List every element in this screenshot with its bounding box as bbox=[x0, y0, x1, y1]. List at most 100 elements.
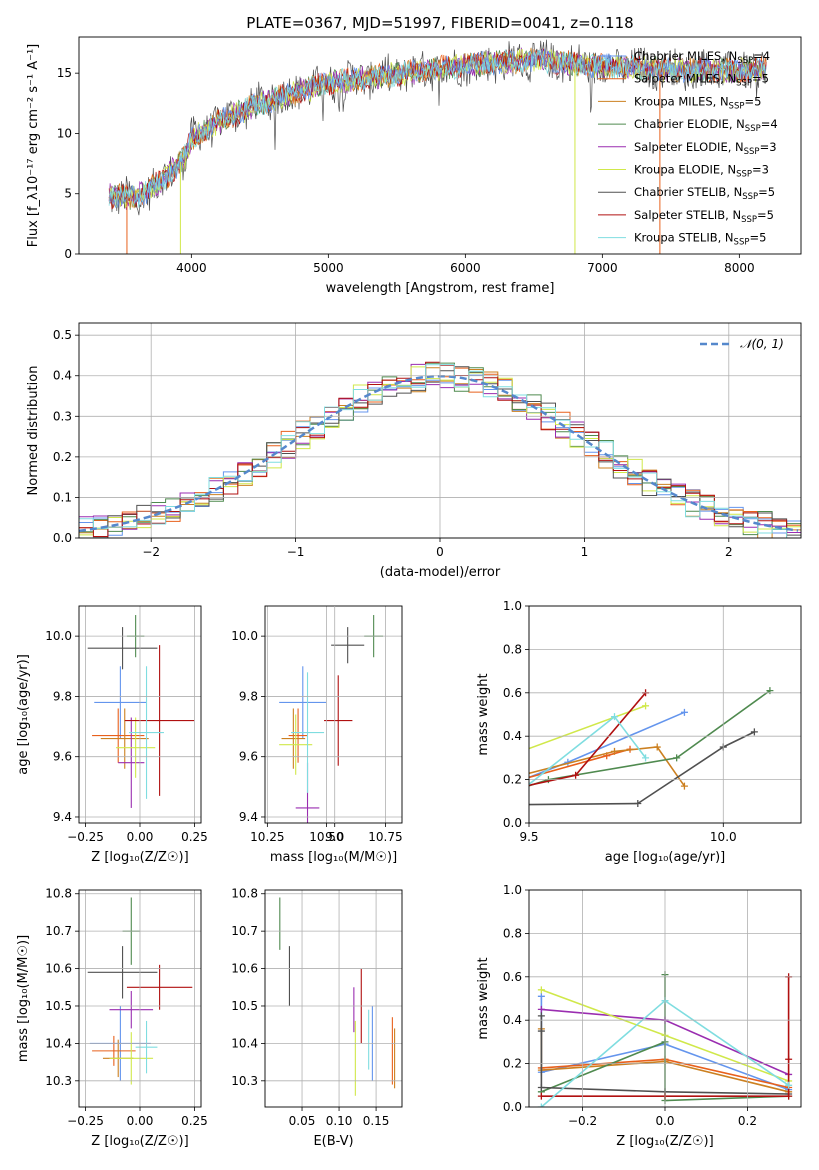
x-tick-label: 9.0 bbox=[325, 830, 344, 844]
y-axis-label: mass weight bbox=[476, 957, 491, 1039]
legend-subscript: SSP bbox=[742, 192, 758, 202]
series-point bbox=[642, 754, 650, 762]
legend-tail: =3 bbox=[760, 140, 777, 154]
legend-entry: Chabrier ELODIE, NSSP=4 bbox=[634, 117, 778, 134]
series-point bbox=[351, 800, 358, 807]
series-line bbox=[529, 711, 685, 779]
legend-tail: =4 bbox=[753, 49, 770, 63]
legend-text: Chabrier MILES, N bbox=[634, 49, 737, 63]
y-tick-label: 10.5 bbox=[45, 999, 72, 1013]
y-tick-label: 0 bbox=[64, 247, 72, 261]
legend-text: Salpeter STELIB, N bbox=[634, 208, 741, 222]
series-point bbox=[642, 702, 650, 710]
x-tick-label: 10.50 bbox=[309, 830, 343, 844]
series-point bbox=[537, 1027, 545, 1035]
y-tick-label: 0.4 bbox=[503, 1013, 522, 1027]
x-axis-label: wavelength [Angstrom, rest frame] bbox=[326, 281, 555, 296]
x-tick-label: 0 bbox=[436, 545, 444, 559]
series-line bbox=[529, 705, 646, 750]
y-tick-label: 5 bbox=[64, 187, 72, 201]
x-tick-label: 0.25 bbox=[181, 830, 208, 844]
legend-tail: =3 bbox=[752, 163, 769, 177]
errorbar-chabrier-stelib bbox=[331, 627, 365, 664]
y-tick-label: 9.4 bbox=[53, 810, 72, 824]
series-point bbox=[312, 793, 319, 800]
x-axis-label: (data-model)/error bbox=[380, 565, 501, 580]
legend-entry: Chabrier MILES, NSSP=4 bbox=[634, 49, 770, 66]
x-tick-label: 0.2 bbox=[738, 1114, 757, 1128]
y-tick-label: 10.6 bbox=[45, 962, 72, 976]
y-tick-label: 0.2 bbox=[503, 1057, 522, 1071]
x-tick-label: 4000 bbox=[176, 261, 207, 275]
series-point bbox=[673, 754, 681, 762]
plot-area bbox=[279, 897, 396, 1096]
y-tick-label: 1.0 bbox=[503, 883, 522, 897]
y-tick-label: 9.6 bbox=[239, 750, 258, 764]
x-tick-label: 0.00 bbox=[127, 830, 154, 844]
series-point bbox=[610, 747, 618, 755]
y-tick-label: 0.2 bbox=[53, 450, 72, 464]
legend-tail: =5 bbox=[749, 231, 766, 245]
y-tick-label: 0.6 bbox=[503, 686, 522, 700]
series-point bbox=[537, 1103, 545, 1107]
legend-text: Salpeter MILES, N bbox=[634, 72, 736, 86]
x-tick-label: 10.0 bbox=[710, 830, 737, 844]
errorbar-kroupa-stelib bbox=[135, 1020, 158, 1074]
errorbar-kroupa-stelib bbox=[129, 666, 164, 799]
legend-text: Salpeter ELODIE, N bbox=[634, 140, 744, 154]
y-tick-label: 0.4 bbox=[53, 369, 72, 383]
series-point bbox=[653, 743, 661, 751]
x-tick-label: 7000 bbox=[587, 261, 618, 275]
series-line bbox=[529, 715, 647, 786]
spectrum-line-salpeter-stelib bbox=[108, 47, 767, 210]
series-point bbox=[428, 813, 435, 820]
errorbar-kroupa-miles bbox=[281, 708, 306, 769]
y-tick-label: 10.3 bbox=[231, 1074, 258, 1088]
panel-weight-vs-age: 9.0 9.5 10.0 0.0 0.2 0.4 0.6 0.8 1.0 age [log₁₀(a… bbox=[156, 599, 802, 865]
y-tick-label: 10.5 bbox=[231, 999, 258, 1013]
spectrum-line-kroupa-stelib bbox=[108, 48, 767, 208]
y-tick-label: 0.3 bbox=[53, 409, 72, 423]
x-tick-label: 0.10 bbox=[326, 1114, 353, 1128]
legend-text: Kroupa STELIB, N bbox=[634, 231, 734, 245]
series-line bbox=[529, 746, 686, 787]
series-point bbox=[634, 799, 642, 807]
series-point bbox=[537, 1092, 545, 1100]
errorbar-kroupa-miles bbox=[100, 708, 149, 769]
errorbar-chabrier-miles bbox=[94, 666, 147, 739]
y-axis-label: Normed distribution bbox=[26, 366, 41, 496]
chart-title: PLATE=0367, MJD=51997, FIBERID=0041, z=0… bbox=[246, 14, 633, 32]
series-point bbox=[312, 809, 319, 816]
series-point bbox=[785, 1092, 793, 1100]
series-line bbox=[529, 748, 631, 779]
x-axis-label: Z [log₁₀(Z/Z☉)] bbox=[91, 850, 188, 865]
x-tick-label: 0.25 bbox=[181, 1114, 208, 1128]
x-tick-label: 0.15 bbox=[363, 1114, 390, 1128]
x-tick-label: −2 bbox=[142, 545, 160, 559]
y-tick-label: 0.0 bbox=[53, 531, 72, 545]
panel-weight-vs-Z: −0.2 0.0 0.2 0.0 0.2 0.4 0.6 0.8 1.0 Z [log₁₀(Z/Z… bbox=[476, 883, 802, 1149]
legend-tail: =5 bbox=[758, 185, 775, 199]
series-line bbox=[529, 692, 647, 787]
legend-entry: Salpeter MILES, NSSP=5 bbox=[634, 72, 769, 89]
series-point bbox=[156, 809, 163, 816]
y-tick-label: 0.4 bbox=[503, 729, 522, 743]
series-point bbox=[785, 1055, 793, 1063]
y-tick-label: 10.4 bbox=[45, 1036, 72, 1050]
legend-entry: Kroupa MILES, NSSP=5 bbox=[634, 94, 761, 111]
x-axis-label: age [log₁₀(age/yr)] bbox=[605, 850, 726, 865]
y-axis-label: mass weight bbox=[476, 673, 491, 755]
legend-subscript: SSP bbox=[729, 101, 745, 111]
y-tick-label: 0.0 bbox=[503, 816, 522, 830]
axes-frame bbox=[264, 605, 403, 824]
series-point bbox=[487, 789, 494, 796]
series-point bbox=[610, 713, 618, 721]
errorbar-salpeter-miles bbox=[92, 708, 145, 763]
series-kroupa-miles bbox=[529, 743, 688, 790]
x-tick-label: −0.2 bbox=[568, 1114, 597, 1128]
series-kroupa-elodie bbox=[312, 702, 650, 800]
y-tick-label: 10.8 bbox=[45, 887, 72, 901]
y-tick-label: 9.6 bbox=[53, 750, 72, 764]
series-point bbox=[572, 771, 580, 779]
